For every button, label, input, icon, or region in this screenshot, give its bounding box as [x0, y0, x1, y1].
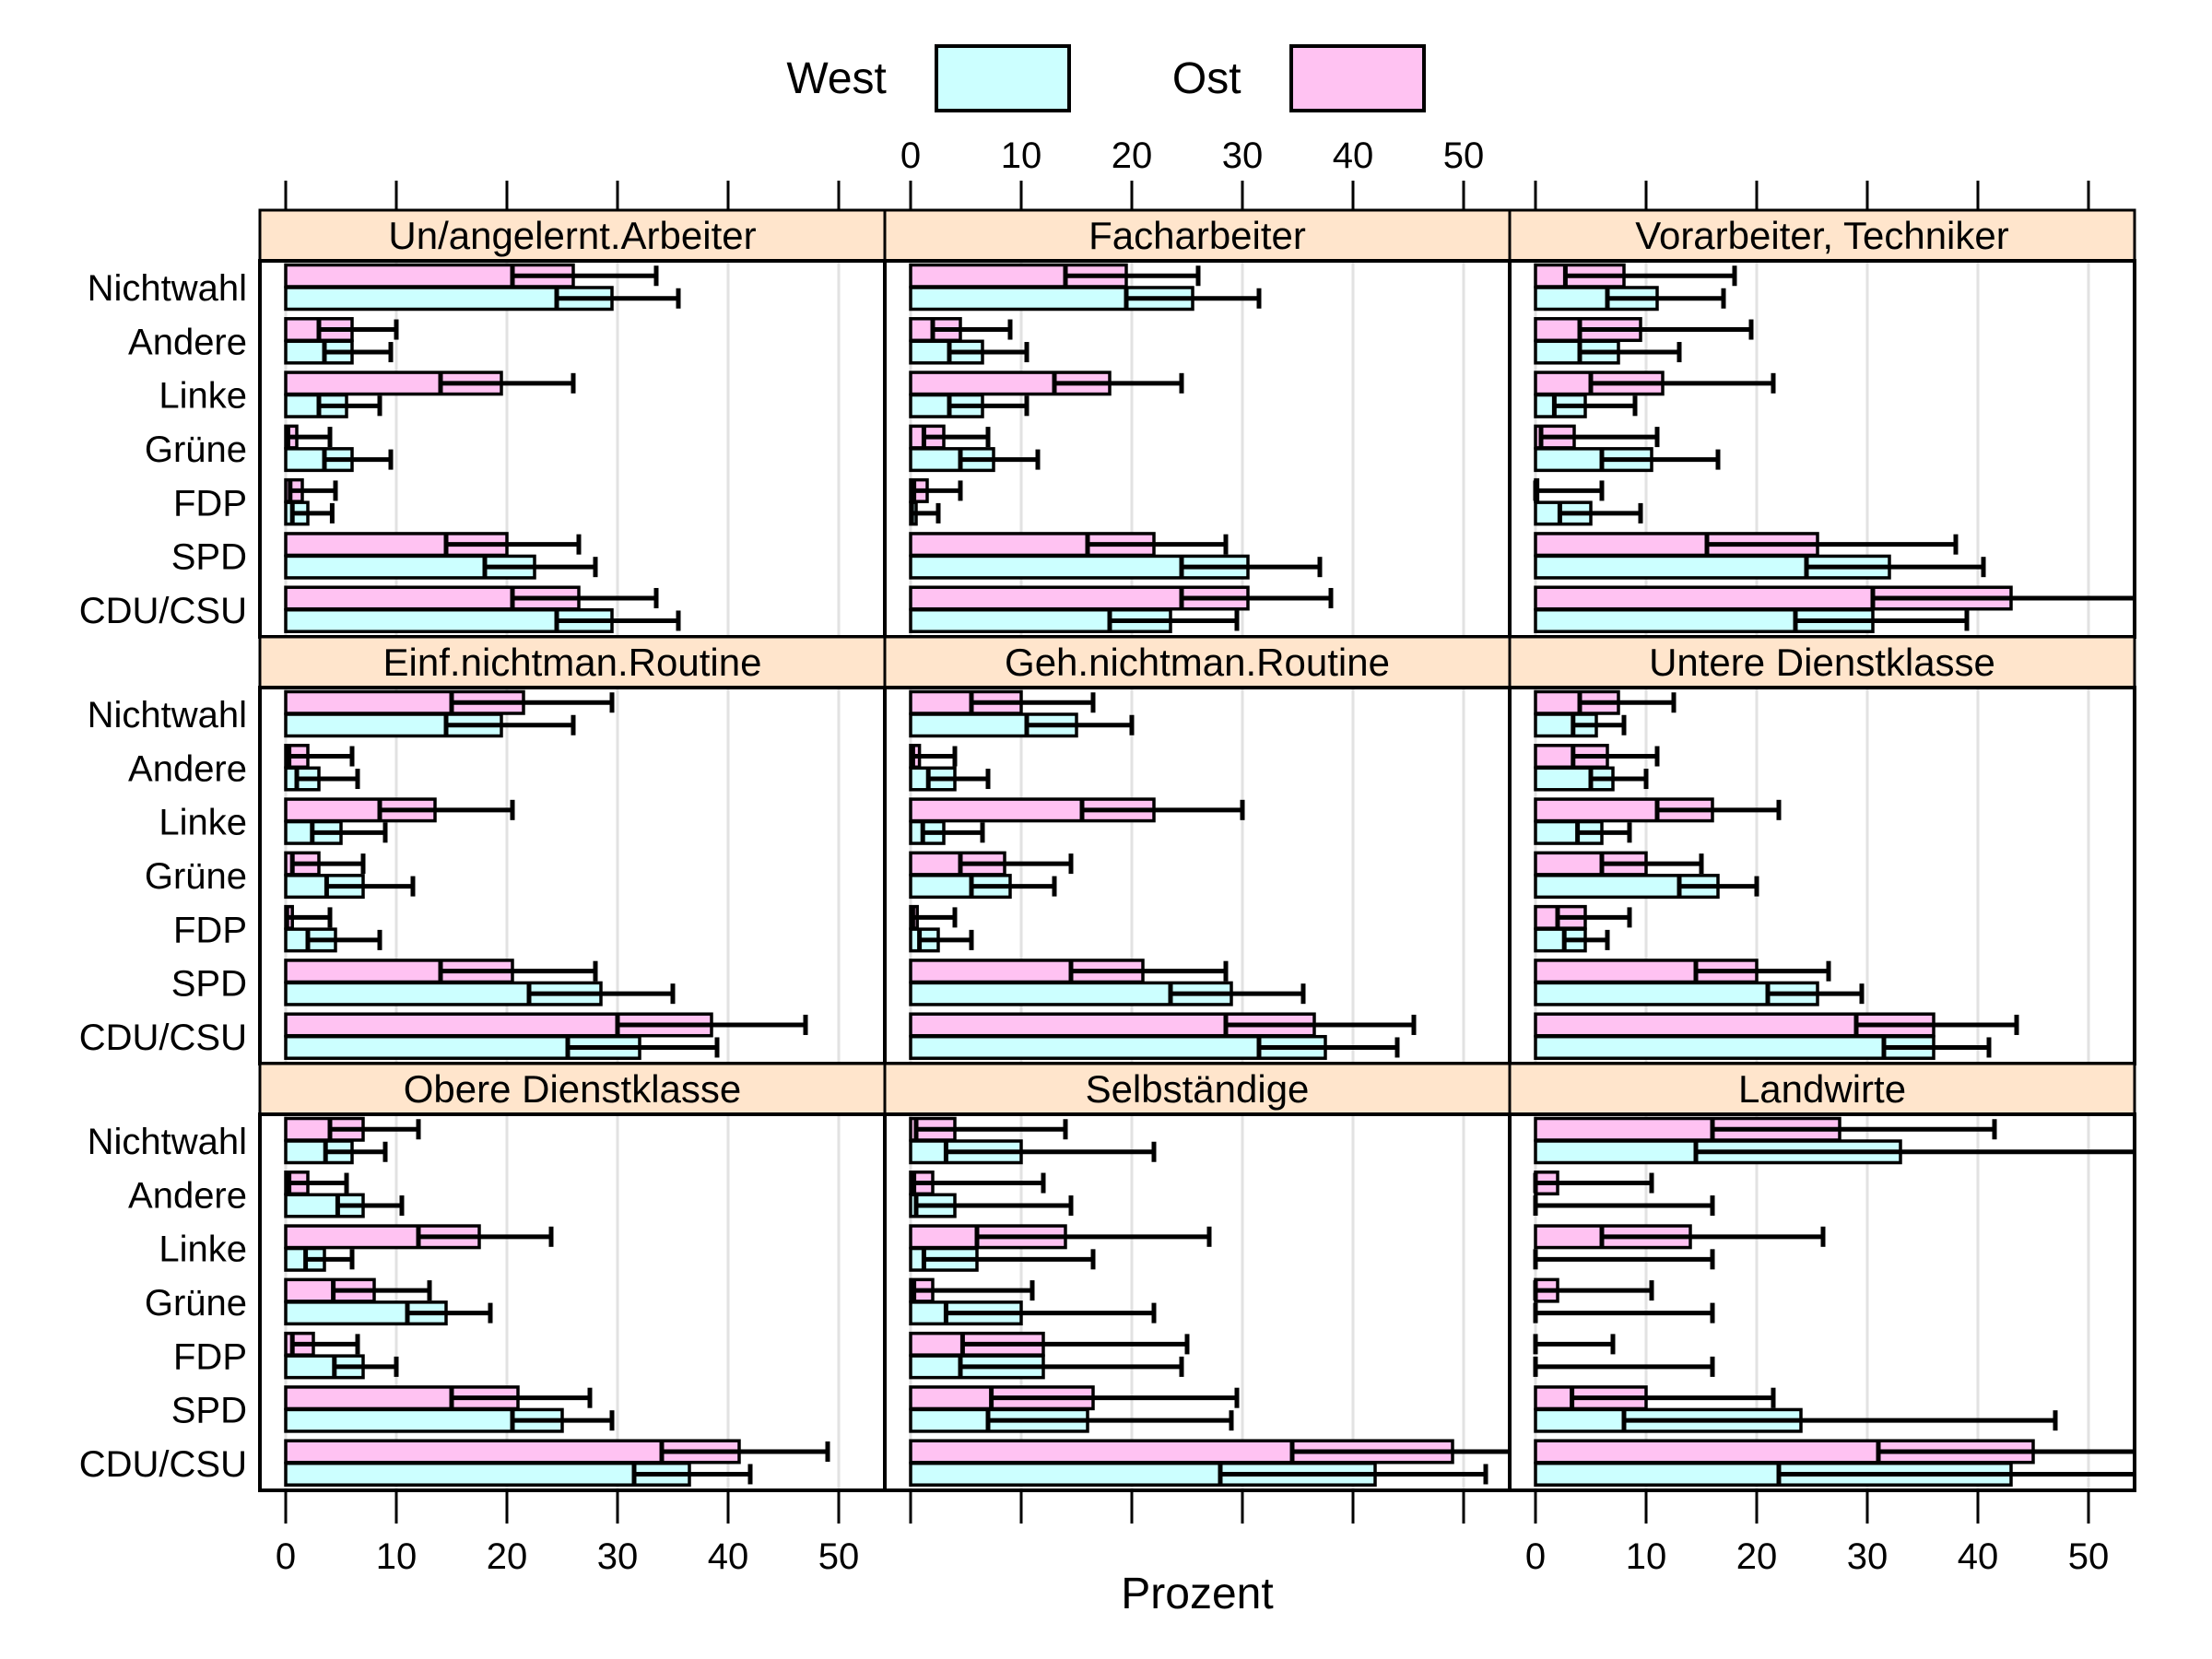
top-axis-label: 20 — [1112, 135, 1153, 176]
panel-strip-title: Facharbeiter — [1088, 214, 1306, 257]
bottom-axis-label: 40 — [708, 1536, 749, 1577]
bottom-axis-label: 10 — [1626, 1536, 1667, 1577]
panel-border — [1508, 1112, 2136, 1492]
bottom-axis-label: 0 — [276, 1536, 296, 1577]
panel-strip — [258, 635, 887, 689]
legend-item-west: West — [786, 44, 1071, 112]
bottom-axis-label: 30 — [1847, 1536, 1888, 1577]
party-label: SPD — [171, 537, 247, 578]
bottom-axis-label: 20 — [1736, 1536, 1778, 1577]
bottom-axis-label: 20 — [487, 1536, 528, 1577]
party-label: Linke — [159, 1230, 247, 1270]
top-axis-label: 10 — [1001, 135, 1042, 176]
panel: Selbständige — [883, 1062, 1512, 1492]
panel: Vorarbeiter, Techniker — [1508, 208, 2136, 639]
party-label: FDP — [173, 483, 247, 524]
panel-background — [1510, 1114, 2135, 1490]
party-label: Nichtwahl — [88, 268, 247, 309]
party-label: Nichtwahl — [88, 695, 247, 735]
party-label: Nichtwahl — [88, 1122, 247, 1162]
panel: Facharbeiter — [883, 208, 1512, 639]
panel: Un/angelernt.Arbeiter — [258, 208, 887, 639]
bottom-axis-label: 30 — [597, 1536, 639, 1577]
panel-strip — [883, 1062, 1512, 1116]
party-label: Andere — [128, 1175, 247, 1216]
bottom-axis-label: 0 — [1525, 1536, 1546, 1577]
party-label: Grüne — [145, 429, 247, 470]
party-label: Grüne — [145, 856, 247, 897]
party-label: CDU/CSU — [79, 1444, 247, 1485]
top-axis-label: 0 — [900, 135, 921, 176]
panel-strip — [1508, 1062, 2136, 1116]
party-label: SPD — [171, 1391, 247, 1431]
legend-label-west: West — [786, 53, 887, 103]
party-label: Linke — [159, 376, 247, 417]
panel-strip-title: Untere Dienstklasse — [1649, 641, 1995, 684]
top-axis-label: 50 — [1443, 135, 1485, 176]
panel: Untere Dienstklasse — [1508, 635, 2136, 1065]
panel-strip-title: Selbständige — [1086, 1067, 1310, 1111]
bar-west — [284, 1461, 691, 1487]
legend-swatch-ost — [1288, 44, 1426, 112]
panel: Einf.nichtman.Routine — [258, 635, 887, 1065]
party-label: CDU/CSU — [79, 1018, 247, 1058]
bottom-axis-label: 10 — [376, 1536, 418, 1577]
panel-strip-title: Obere Dienstklasse — [404, 1067, 742, 1111]
x-axis-title: Prozent — [1121, 1570, 1274, 1618]
legend-swatch-west — [934, 44, 1071, 112]
party-label: SPD — [171, 964, 247, 1005]
bottom-axis-label: 50 — [2068, 1536, 2110, 1577]
top-axis-label: 30 — [1222, 135, 1264, 176]
party-label: Andere — [128, 322, 247, 362]
party-label: Andere — [128, 748, 247, 789]
party-label: CDU/CSU — [79, 591, 247, 631]
legend-item-ost: Ost — [1172, 44, 1426, 112]
panel-strip-title: Vorarbeiter, Techniker — [1635, 214, 2008, 257]
panel-strip-title: Einf.nichtman.Routine — [383, 641, 762, 684]
bottom-axis-label: 40 — [1958, 1536, 1999, 1577]
panel-strip — [883, 208, 1512, 263]
panel: Landwirte — [1508, 1062, 2136, 1492]
party-label: FDP — [173, 910, 247, 950]
legend-label-ost: Ost — [1171, 53, 1241, 103]
party-label: Linke — [159, 803, 247, 843]
panel-strip-title: Geh.nichtman.Routine — [1005, 641, 1390, 684]
top-axis-label: 40 — [1333, 135, 1374, 176]
panel: Obere Dienstklasse — [258, 1062, 887, 1492]
legend: West Ost — [0, 28, 2212, 129]
party-label: FDP — [173, 1336, 247, 1377]
panel-strip-title: Landwirte — [1738, 1067, 1906, 1111]
panel-strip-title: Un/angelernt.Arbeiter — [388, 214, 756, 257]
panel: Geh.nichtman.Routine — [883, 635, 1512, 1065]
party-label: Grüne — [145, 1283, 247, 1324]
panel-strip — [258, 1062, 887, 1116]
bottom-axis-label: 50 — [818, 1536, 860, 1577]
bar-west — [1534, 1034, 1936, 1060]
panel-strip — [883, 635, 1512, 689]
